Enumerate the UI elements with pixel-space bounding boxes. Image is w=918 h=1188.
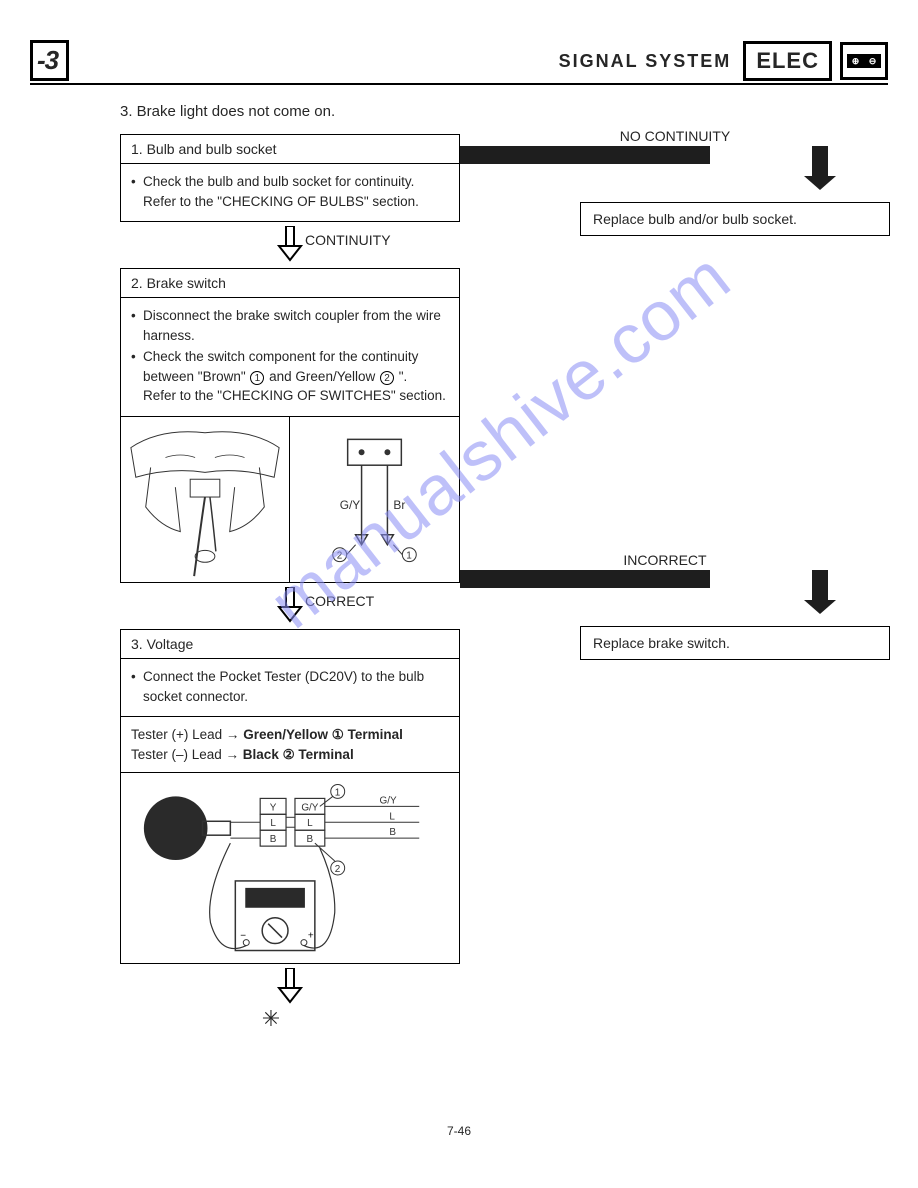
svg-text:B: B [389, 827, 396, 838]
battery-icon: ⊕⊖ [840, 42, 888, 80]
step3-header: 3. Voltage [121, 630, 459, 659]
step1-result: Replace bulb and/or bulb socket. [580, 202, 890, 236]
step3-block: 3. Voltage Connect the Pocket Tester (DC… [120, 629, 460, 964]
step3-text: Connect the Pocket Tester (DC20V) to the… [131, 667, 449, 706]
section-title: 3. Brake light does not come on. [120, 103, 888, 120]
svg-text:Y: Y [270, 803, 277, 814]
step3-body: Connect the Pocket Tester (DC20V) to the… [121, 659, 459, 716]
step1-text: Check the bulb and bulb socket for conti… [131, 172, 449, 211]
header-right: SIGNAL SYSTEM ELEC ⊕⊖ [559, 41, 888, 81]
svg-text:G/Y: G/Y [340, 498, 361, 512]
svg-text:L: L [307, 818, 313, 829]
brake-switch-drawing [121, 417, 289, 582]
svg-text:−: − [240, 931, 246, 942]
svg-text:Br: Br [393, 498, 405, 512]
step2-diagram-right: G/Y Br 2 1 [290, 417, 459, 582]
step2-down-arrow: CORRECT [120, 587, 460, 623]
step2-body: Disconnect the brake switch coupler from… [121, 298, 459, 416]
svg-text:G/Y: G/Y [301, 803, 318, 814]
step1-block: 1. Bulb and bulb socket Check the bulb a… [120, 134, 460, 222]
svg-text:L: L [389, 811, 395, 822]
step2-li2: Check the switch component for the conti… [131, 347, 449, 406]
step2-block: 2. Brake switch Disconnect the brake swi… [120, 268, 460, 583]
step2-branch-label: INCORRECT [580, 552, 750, 568]
svg-text:2: 2 [337, 551, 343, 562]
chapter-badge: ELEC [743, 41, 832, 81]
arrow-down-icon [275, 968, 305, 1004]
arrow-down-icon [275, 226, 305, 262]
svg-text:1: 1 [406, 551, 412, 562]
step1-branch-label: NO CONTINUITY [580, 128, 770, 144]
svg-text:1: 1 [335, 788, 341, 799]
step2-diagram: G/Y Br 2 1 [121, 416, 459, 582]
step2-down-label: CORRECT [305, 593, 374, 609]
voltage-test-drawing: Y L B G/Y L B G/Y L B 1 2 [121, 773, 459, 963]
step3-diagram: Y L B G/Y L B G/Y L B 1 2 [121, 773, 459, 963]
step2-diagram-left [121, 417, 290, 582]
step2-ref: Refer to the "CHECKING OF SWITCHES" sect… [143, 386, 449, 406]
asterisk-marker: ✳ [256, 1006, 286, 1032]
step2-li1: Disconnect the brake switch coupler from… [131, 306, 449, 345]
step1-down-label: CONTINUITY [305, 232, 391, 248]
step3-down-arrow [120, 968, 460, 1004]
svg-text:B: B [307, 834, 314, 845]
step2-header: 2. Brake switch [121, 269, 459, 298]
svg-text:B: B [270, 834, 277, 845]
connector-pinout-icon: G/Y Br 2 1 [290, 417, 459, 582]
content-area: 3. Brake light does not come on. 1. Bulb… [30, 103, 888, 1032]
arrow-down-icon [275, 587, 305, 623]
svg-text:+: + [308, 931, 314, 942]
svg-text:G/Y: G/Y [379, 796, 396, 807]
step1-header: 1. Bulb and bulb socket [121, 135, 459, 164]
step1-body: Check the bulb and bulb socket for conti… [121, 164, 459, 221]
step3-tester-leads: Tester (+) Lead → Green/Yellow ① Termina… [121, 716, 459, 773]
step2-result: Replace brake switch. [580, 626, 890, 660]
footer-page-number: 7-46 [0, 1124, 918, 1138]
step2-right-branch: INCORRECT Replace brake switch. [580, 552, 890, 660]
svg-text:L: L [270, 818, 276, 829]
page-header: -3 SIGNAL SYSTEM ELEC ⊕⊖ [30, 40, 888, 85]
svg-text:2: 2 [335, 864, 341, 875]
step1-right-branch: NO CONTINUITY Replace bulb and/or bulb s… [580, 128, 890, 236]
page-corner-number: -3 [30, 40, 69, 81]
header-title: SIGNAL SYSTEM [559, 51, 732, 72]
step1-down-arrow: CONTINUITY [120, 226, 460, 262]
